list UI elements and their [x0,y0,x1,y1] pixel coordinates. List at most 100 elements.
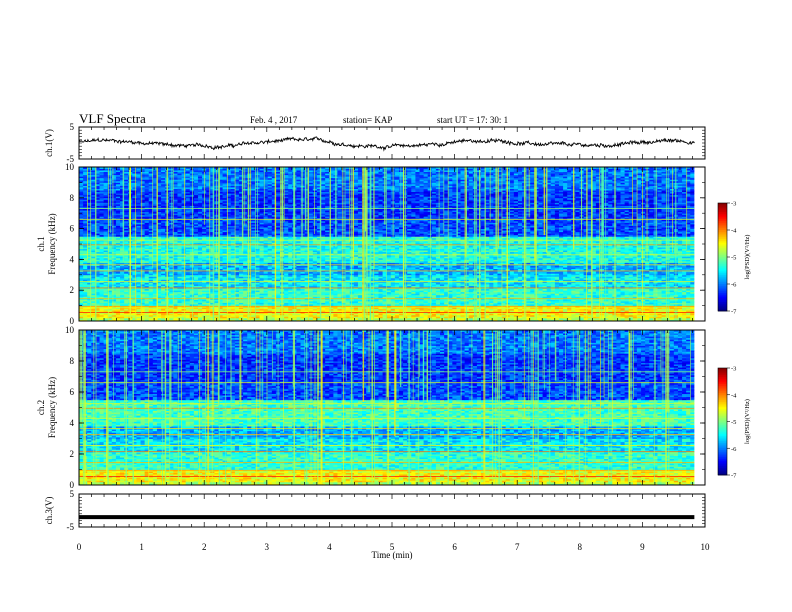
spectrogram-cell [579,316,584,319]
spectrogram-cell [99,310,105,313]
spectrogram-cell [571,310,576,313]
spectrogram-cell [275,317,281,320]
spectrogram-cell [604,314,609,317]
spectrogram-cell [456,317,461,320]
spectrogram-cell [226,300,232,303]
spectrogram-cell [546,304,552,306]
spectrogram-cell [345,314,351,317]
spectrogram-cell [103,299,109,302]
spectrogram-cell [661,296,667,299]
spectrogram-cell [366,314,371,317]
spectrogram-cell [386,294,392,297]
spectrogram-cell [485,300,490,303]
spectrogram-cell [161,296,166,299]
spectrogram-cell [197,307,203,310]
spectrogram-cell [374,294,379,297]
spectrogram-cell [284,316,289,319]
spectrogram-cell [259,291,265,294]
spectrogram-cell [616,299,621,302]
spectrogram-cell [316,300,322,303]
spectrogram-cell [140,310,146,313]
spectrogram-cell [87,308,92,311]
spectrogram-cell [99,299,105,302]
spectrogram-cell [686,300,691,303]
spectrogram-cell [600,304,605,306]
spectrogram-cell [95,291,100,294]
spectrogram-cell [481,299,486,302]
spectrogram-cell [243,319,248,321]
spectrogram-cell [275,304,281,306]
spectrogram-cell [124,300,129,303]
spectrogram-cell [419,302,424,305]
spectrogram-cell [657,319,662,321]
spectrogram-cell [263,302,269,305]
spectrogram-cell [571,300,576,303]
spectrogram-cell [284,314,289,317]
spectrogram-cell [546,313,552,316]
spectrogram-cell [419,317,424,320]
spectrogram-cell [308,313,314,316]
spectrogram-cell [308,310,314,313]
spectrogram-cell [251,310,256,313]
spectrogram-cell [657,314,662,317]
spectrogram-cell [431,314,437,317]
spectrogram-cell [280,300,285,303]
spectrogram-cell [526,307,531,310]
spectrogram-cell [206,307,211,310]
spectrogram-cell [337,307,342,310]
spectrogram-cell [218,293,223,296]
spectrogram-cell [312,294,318,297]
spectrogram-cell [79,296,84,299]
spectrogram-cell [284,308,289,311]
spectrogram-cell [386,319,392,321]
spectrogram-cell [275,299,281,302]
spectrogram-cell [140,302,146,305]
spectrogram-cell [690,313,695,316]
spectrogram-cell [378,310,383,313]
spectrogram-cell [115,293,121,296]
spectrogram-cell [296,304,301,306]
spectrogram-cell [526,319,531,321]
spectrogram-cell [595,300,601,303]
spectrogram-cell [604,296,609,299]
spectrogram-cell [485,317,490,320]
spectrogram-cell [230,302,236,305]
spectrogram-cell [431,299,437,302]
spectrogram-cell [690,314,695,317]
spectrogram-cell [333,302,338,305]
spectrogram-cell [628,319,634,321]
spectrogram-cell [222,317,228,320]
spectrogram-cell [132,296,137,299]
spectrogram-cell [333,313,338,316]
spectrogram-cell [591,293,597,296]
spectrogram-cell [271,304,277,306]
spectrogram-cell [156,294,162,297]
spectrogram-cell [353,304,359,306]
spectrogram-cell [415,300,420,303]
spectrogram-cell [136,300,141,303]
spectrogram-cell [435,319,441,321]
spectrogram-cell [148,299,154,302]
spectrogram-cell [185,317,191,320]
spectrogram-cell [115,296,121,299]
spectrogram-cell [632,319,638,321]
spectrogram-cell [624,310,630,313]
spectrogram-cell [497,294,502,297]
spectrogram-cell [690,293,695,296]
spectrogram-cell [398,296,404,299]
spectrogram-cell [481,314,486,317]
spectrogram-cell [575,313,580,316]
spectrogram-cell [341,319,347,321]
spectrogram-cell [558,304,564,306]
spectrogram-cell [222,313,228,316]
spectrogram-cell [284,302,289,305]
spectrogram-cell [669,296,675,299]
spectrogram-cell [300,317,306,320]
spectrogram-cell [247,294,252,297]
spectrogram-cell [394,316,400,319]
spectrogram-cell [415,308,420,311]
spectrogram-cell [550,302,556,305]
spectrogram-cell [682,316,687,319]
spectrogram-cell [136,314,141,317]
spectrogram-cell [575,296,580,299]
